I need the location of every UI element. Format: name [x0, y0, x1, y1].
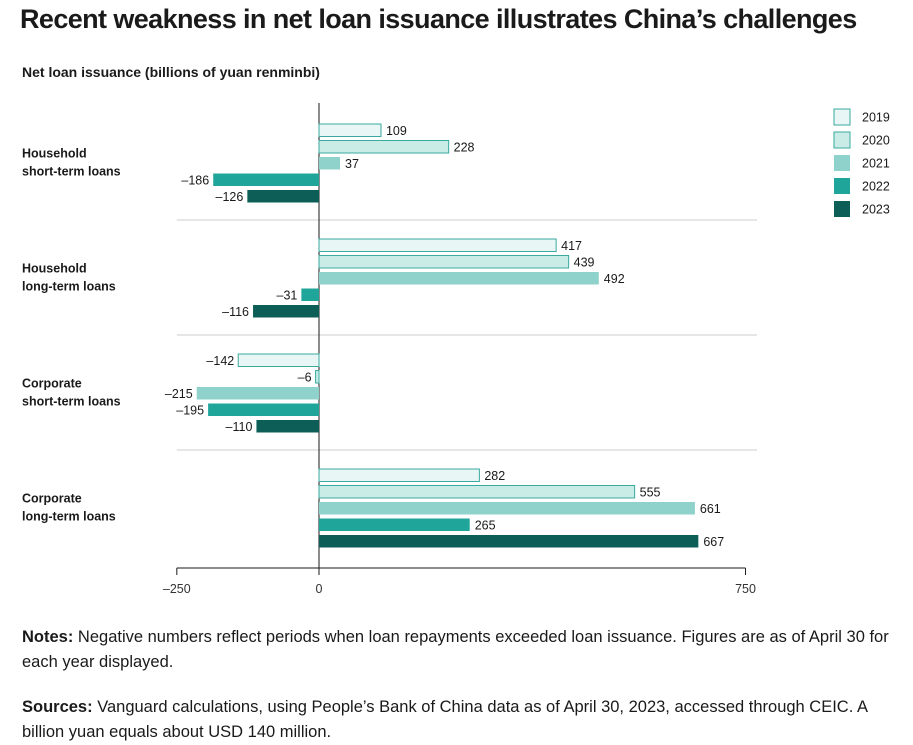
- category-label: short-term loans: [22, 164, 121, 178]
- data-label: –215: [165, 387, 193, 401]
- bar-2020: [318, 140, 450, 154]
- category-label: short-term loans: [22, 394, 121, 408]
- data-label: 661: [700, 502, 721, 516]
- x-tick-label: 750: [735, 582, 756, 596]
- bar-2021: [319, 502, 695, 515]
- bar-2021: [319, 272, 599, 285]
- notes-text: Notes: Negative numbers reflect periods …: [22, 625, 902, 675]
- bar-2020: [315, 370, 320, 384]
- bar-2023: [247, 190, 319, 203]
- bar-2021: [196, 387, 319, 400]
- data-label: –142: [206, 354, 234, 368]
- bar-2021: [319, 157, 341, 170]
- category-label: Household: [22, 261, 87, 275]
- data-label: 109: [386, 124, 407, 138]
- data-label: 265: [475, 518, 496, 532]
- x-tick-label: –250: [163, 582, 191, 596]
- bar-2019: [318, 468, 480, 482]
- bar-2019: [237, 353, 320, 367]
- x-tick-label: 0: [316, 582, 323, 596]
- legend-swatch-2020: [833, 131, 851, 149]
- data-label: 439: [574, 255, 595, 269]
- legend-label: 2020: [862, 134, 890, 148]
- sources-text: Sources: Vanguard calculations, using Pe…: [22, 695, 902, 745]
- category-label: Corporate: [22, 376, 82, 390]
- legend-label: 2022: [862, 180, 890, 194]
- bar-2023: [256, 420, 319, 433]
- notes-label: Notes:: [22, 628, 74, 646]
- bar-2022: [208, 403, 319, 416]
- legend-label: 2023: [862, 203, 890, 217]
- data-label: 37: [345, 157, 359, 171]
- bar-2020: [318, 255, 570, 269]
- data-label: –195: [176, 403, 204, 417]
- notes-body: Negative numbers reflect periods when lo…: [22, 628, 889, 671]
- data-label: 228: [454, 140, 475, 154]
- bar-2023: [253, 305, 319, 318]
- legend-label: 2019: [862, 111, 890, 125]
- bar-2022: [301, 288, 319, 301]
- sources-label: Sources:: [22, 698, 93, 716]
- category-label: Household: [22, 146, 87, 160]
- legend-swatch-2022: [834, 178, 850, 194]
- bar-2022: [213, 173, 319, 186]
- data-label: 417: [561, 239, 582, 253]
- data-label: –31: [277, 288, 298, 302]
- category-label: Corporate: [22, 491, 82, 505]
- bar-2022: [319, 518, 470, 531]
- legend-label: 2021: [862, 157, 890, 171]
- category-label: long-term loans: [22, 279, 116, 293]
- legend-swatch-2019: [833, 108, 851, 126]
- data-label: 555: [640, 485, 661, 499]
- bar-2019: [318, 123, 382, 137]
- data-label: 667: [703, 535, 724, 549]
- data-label: 282: [484, 469, 505, 483]
- bar-2023: [319, 535, 699, 548]
- data-label: –126: [216, 190, 244, 204]
- legend-swatch-2021: [834, 155, 850, 171]
- data-label: –6: [298, 370, 312, 384]
- chart-title: Recent weakness in net loan issuance ill…: [20, 4, 857, 34]
- sources-body: Vanguard calculations, using People’s Ba…: [22, 698, 868, 741]
- data-label: 492: [604, 272, 625, 286]
- bar-2019: [318, 238, 557, 252]
- data-label: –186: [181, 173, 209, 187]
- chart-subtitle: Net loan issuance (billions of yuan renm…: [22, 64, 320, 80]
- bar-2020: [318, 485, 636, 499]
- data-label: –116: [222, 305, 249, 319]
- data-label: –110: [226, 420, 253, 434]
- category-label: long-term loans: [22, 509, 116, 523]
- legend-swatch-2023: [834, 201, 850, 217]
